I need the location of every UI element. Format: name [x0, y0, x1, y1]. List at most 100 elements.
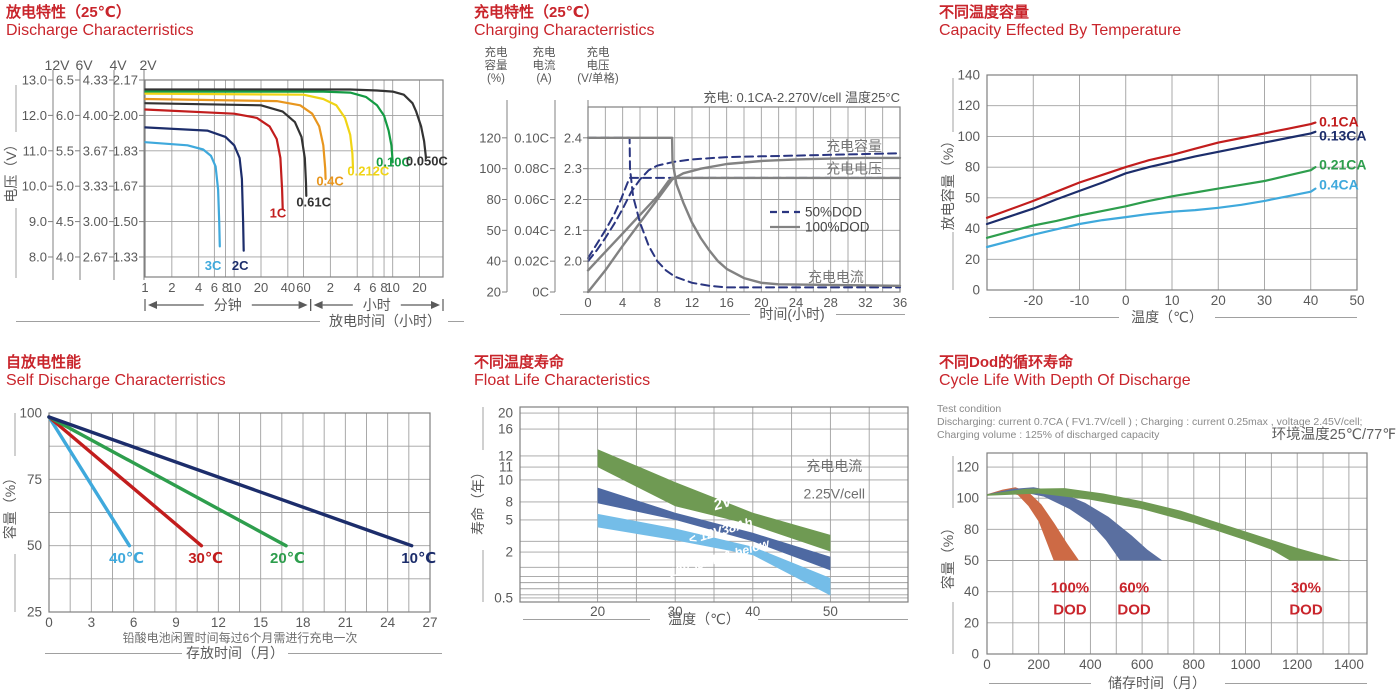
svg-text:2V: 2V [139, 57, 157, 73]
svg-text:3: 3 [88, 615, 96, 630]
svg-text:40: 40 [487, 254, 501, 269]
svg-text:28: 28 [823, 295, 837, 310]
svg-text:27: 27 [422, 615, 437, 630]
svg-text:分钟: 分钟 [214, 297, 242, 313]
svg-text:2: 2 [505, 545, 513, 560]
svg-text:100: 100 [479, 161, 501, 176]
chart-title-zh: 不同温度容量 [939, 4, 1030, 21]
svg-text:100%DOD: 100%DOD [805, 220, 870, 235]
svg-text:1200: 1200 [1282, 657, 1312, 672]
chart-title-en: Discharge Characterristics [6, 22, 194, 39]
svg-text:4: 4 [195, 280, 202, 295]
svg-text:3.67: 3.67 [83, 143, 108, 158]
svg-text:10: 10 [385, 280, 399, 295]
svg-text:(A): (A) [536, 73, 552, 85]
svg-text:6V: 6V [75, 57, 93, 73]
svg-text:4.33: 4.33 [83, 73, 108, 88]
svg-text:12: 12 [685, 295, 699, 310]
svg-text:80: 80 [964, 522, 979, 537]
svg-text:电压（V）: 电压（V） [3, 137, 19, 202]
svg-text:DOD: DOD [1289, 601, 1323, 618]
svg-text:5: 5 [505, 512, 513, 527]
svg-text:80: 80 [965, 160, 980, 175]
svg-text:4.0: 4.0 [56, 249, 74, 264]
svg-text:20: 20 [1211, 293, 1226, 308]
svg-text:-20: -20 [1023, 293, 1043, 308]
svg-text:2.67: 2.67 [83, 249, 108, 264]
svg-text:(V/单格): (V/单格) [577, 71, 619, 85]
svg-text:11: 11 [499, 460, 513, 475]
svg-text:20: 20 [487, 285, 501, 300]
svg-text:0.06C: 0.06C [514, 192, 549, 207]
svg-text:0: 0 [971, 647, 979, 662]
svg-text:50: 50 [27, 538, 42, 553]
svg-text:充电: 充电 [485, 45, 508, 59]
svg-text:0.04C: 0.04C [514, 223, 549, 238]
svg-text:24: 24 [380, 615, 396, 630]
svg-text:100: 100 [19, 406, 42, 421]
svg-text:2V: 2V [711, 492, 736, 514]
svg-text:2: 2 [327, 280, 334, 295]
svg-text:25: 25 [27, 605, 42, 620]
svg-text:铅酸电池闲置时间每过6个月需进行充电一次: 铅酸电池闲置时间每过6个月需进行充电一次 [123, 630, 358, 645]
chart-title-en: Capacity Effected By Temperature [939, 22, 1182, 39]
svg-text:20: 20 [965, 252, 980, 267]
svg-text:3.00: 3.00 [83, 214, 108, 229]
svg-text:2.17: 2.17 [113, 73, 138, 88]
svg-text:20: 20 [412, 280, 426, 295]
svg-text:0.212C: 0.212C [347, 163, 390, 178]
svg-text:0.4CA: 0.4CA [1319, 177, 1359, 193]
svg-text:0.08C: 0.08C [514, 161, 549, 176]
svg-text:容量（%）: 容量（%） [2, 471, 18, 539]
svg-text:DOD: DOD [1117, 601, 1151, 618]
svg-text:充电电流: 充电电流 [808, 269, 864, 285]
svg-text:2.1: 2.1 [564, 223, 582, 238]
chart-cell-capacity-temperature: 不同温度容量 Capacity Effected By Temperature … [933, 0, 1400, 350]
svg-text:16: 16 [498, 422, 513, 437]
svg-text:8: 8 [380, 280, 387, 295]
test-condition-line: Charging volume : 125% of discharged cap… [937, 429, 1160, 441]
svg-text:1.33: 1.33 [113, 249, 138, 264]
svg-text:放电容量（%）: 放电容量（%） [940, 134, 956, 230]
svg-text:充电: 0.1CA-2.270V/cell 温度25°C: 充电: 0.1CA-2.270V/cell 温度25°C [703, 90, 900, 105]
svg-text:6.0: 6.0 [56, 108, 74, 123]
svg-text:6.5: 6.5 [56, 73, 74, 88]
svg-text:120: 120 [957, 98, 980, 113]
svg-text:4V: 4V [109, 57, 127, 73]
ambient-temperature-note: 环境温度25℃/77℉ [1271, 427, 1396, 443]
svg-text:8: 8 [505, 494, 513, 509]
svg-text:20: 20 [498, 406, 513, 421]
svg-text:40: 40 [745, 604, 760, 619]
svg-text:(%): (%) [487, 73, 505, 85]
svg-text:9.0: 9.0 [29, 214, 47, 229]
svg-text:放电时间（小时）: 放电时间（小时） [329, 313, 441, 329]
chart-cell-float-life: 不同温度寿命 Float Life Characteristics 20 30 40… [468, 350, 933, 700]
svg-text:1.83: 1.83 [113, 143, 138, 158]
test-condition-line: Discharging: current 0.7CA ( FV1.7V/cell… [937, 416, 1363, 428]
svg-text:充电容量: 充电容量 [826, 138, 882, 154]
svg-text:50: 50 [487, 223, 501, 238]
chart-title-zh: 不同Dod的循环寿命 [939, 354, 1074, 371]
svg-text:50: 50 [965, 190, 980, 205]
svg-text:40: 40 [281, 280, 295, 295]
svg-text:30: 30 [1257, 293, 1272, 308]
svg-text:100%: 100% [1051, 580, 1089, 597]
chart-title-zh: 充电特性（25℃） [474, 4, 599, 21]
svg-text:充电电压: 充电电压 [826, 160, 882, 176]
svg-text:2.4: 2.4 [564, 130, 582, 145]
svg-text:0: 0 [983, 657, 991, 672]
svg-text:1.67: 1.67 [113, 179, 138, 194]
svg-text:10: 10 [227, 280, 241, 295]
svg-text:36: 36 [893, 295, 907, 310]
svg-text:30%: 30% [1291, 580, 1321, 597]
svg-text:4.00: 4.00 [83, 108, 108, 123]
svg-text:140: 140 [957, 68, 980, 83]
svg-text:40: 40 [964, 584, 979, 599]
svg-text:温度（℃）: 温度（℃） [1131, 309, 1203, 325]
svg-text:3C: 3C [205, 258, 222, 273]
svg-text:2.25V/cell: 2.25V/cell [804, 485, 865, 501]
svg-text:50: 50 [823, 604, 838, 619]
svg-text:75: 75 [27, 472, 42, 487]
svg-text:5.0: 5.0 [56, 179, 74, 194]
svg-text:400: 400 [1079, 657, 1102, 672]
